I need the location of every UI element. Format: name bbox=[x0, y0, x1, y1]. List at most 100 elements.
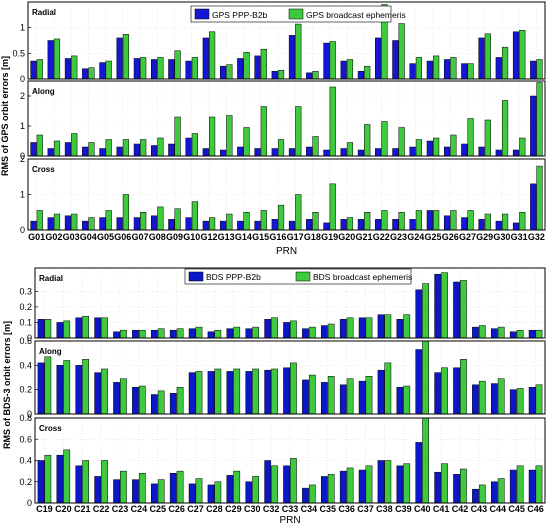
bar-g13-s1 bbox=[226, 115, 233, 157]
x-tick-label: G13 bbox=[218, 232, 235, 242]
bar-g05-s0 bbox=[99, 62, 106, 80]
bar-c46-s1 bbox=[535, 384, 543, 415]
panel-title: Radial bbox=[32, 8, 56, 17]
bar-c42-s1 bbox=[460, 359, 467, 415]
bar-g18-s0 bbox=[306, 72, 313, 80]
bar-g04-s0 bbox=[82, 68, 89, 80]
bar-c40-s0 bbox=[415, 442, 423, 504]
y-tick-label: 0.2 bbox=[19, 477, 32, 487]
x-tick-label: G21 bbox=[356, 232, 373, 242]
x-tick-label: C24 bbox=[131, 504, 148, 514]
bar-c21-s0 bbox=[75, 365, 83, 415]
bar-c38-s1 bbox=[384, 314, 392, 339]
bar-c21-s1 bbox=[82, 315, 89, 339]
bar-c30-s0 bbox=[245, 328, 253, 339]
bar-c22-s0 bbox=[94, 372, 102, 415]
bar-c43-s0 bbox=[472, 488, 479, 504]
bar-c42-s0 bbox=[453, 474, 460, 504]
panel-title: Radial bbox=[39, 274, 63, 283]
bar-g32-s0 bbox=[530, 60, 537, 80]
bar-g08-s1 bbox=[157, 57, 164, 80]
bar-c34-s0 bbox=[302, 328, 309, 339]
x-tick-label: C22 bbox=[93, 504, 110, 514]
bar-c43-s1 bbox=[478, 380, 486, 415]
bar-g01-s0 bbox=[30, 142, 37, 157]
bar-c40-s0 bbox=[415, 289, 423, 339]
bar-g07-s0 bbox=[133, 143, 140, 157]
bar-c26-s1 bbox=[176, 470, 184, 504]
bar-c35-s1 bbox=[327, 474, 335, 504]
x-tick-label: G17 bbox=[287, 232, 304, 242]
bar-c33-s1 bbox=[290, 362, 297, 415]
bar-c26-s0 bbox=[169, 393, 177, 415]
x-tick-label: C39 bbox=[395, 504, 412, 514]
chart-1: 0 0.1 0.2 0.3 Radial 0 0.2 0.4 0.6 Along 0 0.2 0.4 0.… bbox=[2, 267, 546, 524]
bar-c24-s1 bbox=[138, 473, 146, 504]
bar-c23-s0 bbox=[113, 382, 120, 415]
bar-c30-s1 bbox=[252, 326, 260, 339]
bar-c33-s1 bbox=[290, 320, 297, 339]
bar-c32-s0 bbox=[264, 460, 272, 504]
bar-c46-s1 bbox=[535, 465, 543, 504]
x-tick-label: G19 bbox=[321, 232, 338, 242]
bar-c27-s0 bbox=[188, 328, 196, 339]
bar-g01-s1 bbox=[36, 210, 43, 231]
bar-g01-s1 bbox=[36, 59, 43, 80]
bar-g09-s0 bbox=[168, 143, 175, 157]
x-tick-label: C42 bbox=[452, 504, 469, 514]
bar-c20-s0 bbox=[56, 454, 64, 504]
panel-title: Along bbox=[39, 347, 62, 356]
bar-g20-s0 bbox=[340, 219, 347, 231]
panel-title: Cross bbox=[39, 424, 62, 433]
bar-c24-s1 bbox=[138, 329, 146, 339]
bar-g18-s0 bbox=[306, 219, 313, 231]
bar-g04-s0 bbox=[82, 220, 89, 231]
bar-c32-s1 bbox=[271, 368, 278, 415]
x-tick-label: G14 bbox=[235, 232, 252, 242]
x-tick-label: G06 bbox=[114, 232, 131, 242]
bar-c32-s1 bbox=[271, 465, 278, 504]
bar-c45-s1 bbox=[516, 388, 524, 415]
panel-frame bbox=[27, 1, 546, 80]
bar-g02-s1 bbox=[53, 38, 61, 80]
bar-g32-s0 bbox=[530, 95, 537, 157]
bar-g25-s1 bbox=[433, 137, 440, 157]
bar-c44-s0 bbox=[490, 383, 498, 415]
bar-g29-s0 bbox=[478, 219, 485, 231]
bar-g18-s0 bbox=[306, 146, 313, 157]
y-tick-label: 0 bbox=[27, 409, 32, 419]
bar-g13-s0 bbox=[219, 65, 227, 80]
bar-c45-s0 bbox=[509, 331, 517, 339]
bar-g07-s0 bbox=[133, 58, 140, 80]
x-tick-label: C46 bbox=[527, 504, 544, 514]
bar-c43-s0 bbox=[472, 326, 479, 339]
bar-g16-s1 bbox=[277, 70, 285, 80]
bar-g19-s1 bbox=[329, 86, 336, 157]
x-tick-label: G23 bbox=[390, 232, 407, 242]
bar-g14-s1 bbox=[243, 127, 250, 157]
bar-g27-s1 bbox=[467, 210, 474, 231]
y-tick-label: 2 bbox=[20, 154, 25, 164]
bar-c40-s1 bbox=[422, 283, 429, 339]
x-tick-label: G03 bbox=[63, 232, 80, 242]
y-tick-label: 0.5 bbox=[12, 48, 25, 58]
x-tick-label: C23 bbox=[112, 504, 129, 514]
panel-cross: 0 1 2 Cross bbox=[20, 154, 546, 235]
bar-g06-s0 bbox=[116, 217, 123, 231]
bar-g31-s1 bbox=[519, 29, 526, 80]
panel-title: Cross bbox=[32, 165, 55, 174]
bar-c34-s0 bbox=[302, 487, 309, 504]
bar-g05-s0 bbox=[99, 217, 106, 231]
bar-g22-s1 bbox=[381, 121, 388, 157]
bar-g08-s0 bbox=[151, 145, 158, 157]
panel-along: 0 1 2 Along bbox=[20, 80, 546, 161]
x-tick-label: C27 bbox=[187, 504, 204, 514]
bar-c27-s1 bbox=[195, 326, 203, 339]
bar-c22-s1 bbox=[101, 368, 108, 415]
bar-g07-s1 bbox=[140, 212, 147, 231]
bar-c30-s0 bbox=[245, 481, 253, 504]
bar-c41-s1 bbox=[441, 272, 448, 339]
bar-g12-s1 bbox=[209, 116, 216, 157]
panel-title: Along bbox=[32, 87, 55, 96]
bar-g15-s0 bbox=[254, 148, 261, 157]
